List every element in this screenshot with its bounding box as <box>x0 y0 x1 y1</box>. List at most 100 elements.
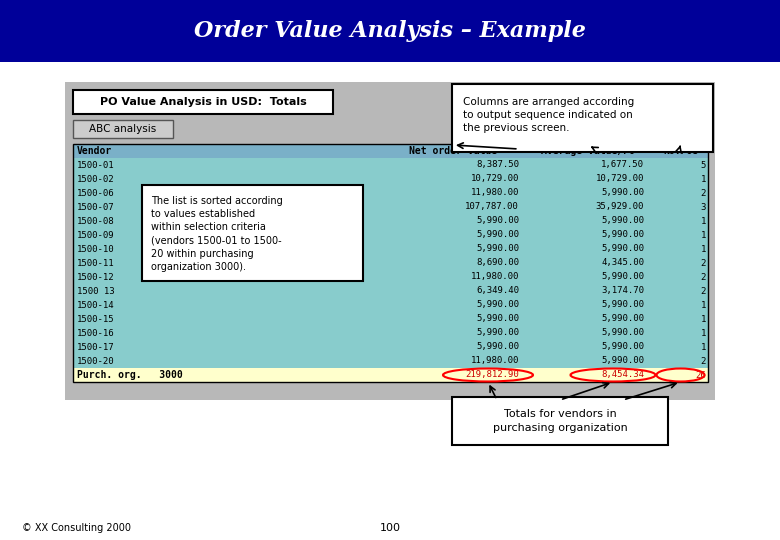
Bar <box>73 270 708 284</box>
Bar <box>73 256 708 270</box>
Text: 5,990.00: 5,990.00 <box>601 245 644 253</box>
Text: 1500-10: 1500-10 <box>77 245 115 253</box>
Text: 5,990.00: 5,990.00 <box>601 356 644 366</box>
Text: 8,387.50: 8,387.50 <box>476 160 519 170</box>
Text: 1: 1 <box>700 231 706 240</box>
Text: Purch. org.   3000: Purch. org. 3000 <box>77 370 183 380</box>
FancyBboxPatch shape <box>142 185 363 281</box>
Bar <box>73 242 708 256</box>
Text: 26: 26 <box>695 370 706 380</box>
Bar <box>73 172 708 186</box>
Bar <box>73 186 708 200</box>
Bar <box>73 298 708 312</box>
Text: Average value/PO: Average value/PO <box>541 146 635 156</box>
Text: © XX Consulting 2000: © XX Consulting 2000 <box>22 523 131 533</box>
Text: 6,349.40: 6,349.40 <box>476 287 519 295</box>
Text: 11,980.00: 11,980.00 <box>470 188 519 198</box>
Text: 5,990.00: 5,990.00 <box>476 231 519 240</box>
Text: 1500-11: 1500-11 <box>77 259 115 267</box>
Bar <box>65 82 715 400</box>
Text: 107,787.00: 107,787.00 <box>465 202 519 212</box>
Text: 1: 1 <box>700 300 706 309</box>
Text: 10,729.00: 10,729.00 <box>596 174 644 184</box>
Text: 11,980.00: 11,980.00 <box>470 356 519 366</box>
Text: 4,345.00: 4,345.00 <box>601 259 644 267</box>
Text: 1500-20: 1500-20 <box>77 356 115 366</box>
Text: 100: 100 <box>380 523 400 533</box>
Text: 5,990.00: 5,990.00 <box>601 328 644 338</box>
Text: 5,990.00: 5,990.00 <box>601 300 644 309</box>
Bar <box>73 284 708 298</box>
Bar <box>73 312 708 326</box>
Text: 10,729.00: 10,729.00 <box>470 174 519 184</box>
Text: 1500-06: 1500-06 <box>77 188 115 198</box>
Text: 5,990.00: 5,990.00 <box>476 314 519 323</box>
Text: 1500-14: 1500-14 <box>77 300 115 309</box>
Text: Net order value: Net order value <box>409 146 497 156</box>
Text: 1: 1 <box>700 328 706 338</box>
Text: 1500-09: 1500-09 <box>77 231 115 240</box>
Text: 5,990.00: 5,990.00 <box>601 217 644 226</box>
FancyBboxPatch shape <box>73 90 333 114</box>
FancyBboxPatch shape <box>73 120 173 138</box>
Text: 1: 1 <box>700 245 706 253</box>
Text: 1: 1 <box>700 174 706 184</box>
Text: 5,990.00: 5,990.00 <box>476 245 519 253</box>
Text: No.POs: No.POs <box>663 146 698 156</box>
Text: 1: 1 <box>700 314 706 323</box>
Text: 2: 2 <box>700 287 706 295</box>
Text: 1500-08: 1500-08 <box>77 217 115 226</box>
Text: The list is sorted according
to values established
within selection criteria
(ve: The list is sorted according to values e… <box>151 196 282 272</box>
Text: 8,690.00: 8,690.00 <box>476 259 519 267</box>
Bar <box>73 340 708 354</box>
Text: 5,990.00: 5,990.00 <box>601 188 644 198</box>
Text: PO Value Analysis in USD:  Totals: PO Value Analysis in USD: Totals <box>100 97 307 107</box>
Text: 3: 3 <box>700 202 706 212</box>
Text: 1500-12: 1500-12 <box>77 273 115 281</box>
Text: 1,677.50: 1,677.50 <box>601 160 644 170</box>
Bar <box>0 0 780 62</box>
Bar <box>73 144 708 382</box>
Text: 1500-16: 1500-16 <box>77 328 115 338</box>
Text: 8,454.34: 8,454.34 <box>601 370 644 380</box>
Text: ABC analysis: ABC analysis <box>90 124 157 134</box>
Bar <box>73 200 708 214</box>
Bar <box>73 228 708 242</box>
Text: 11,980.00: 11,980.00 <box>470 273 519 281</box>
Text: 2: 2 <box>700 188 706 198</box>
Text: 3,174.70: 3,174.70 <box>601 287 644 295</box>
Text: 5,990.00: 5,990.00 <box>601 314 644 323</box>
Text: 1: 1 <box>700 217 706 226</box>
Bar <box>73 158 708 172</box>
Text: 219,812.90: 219,812.90 <box>465 370 519 380</box>
Text: 5,990.00: 5,990.00 <box>601 342 644 352</box>
Text: 5,990.00: 5,990.00 <box>601 273 644 281</box>
Text: 1500-01: 1500-01 <box>77 160 115 170</box>
Text: 35,929.00: 35,929.00 <box>596 202 644 212</box>
Text: 1: 1 <box>700 342 706 352</box>
Text: 1500-17: 1500-17 <box>77 342 115 352</box>
FancyBboxPatch shape <box>452 397 668 445</box>
Text: 2: 2 <box>700 259 706 267</box>
Bar <box>73 368 708 382</box>
Text: 1500-15: 1500-15 <box>77 314 115 323</box>
Text: 2: 2 <box>700 356 706 366</box>
Bar <box>73 144 708 158</box>
Bar <box>73 354 708 368</box>
Text: 5,990.00: 5,990.00 <box>476 328 519 338</box>
Text: Order Value Analysis – Example: Order Value Analysis – Example <box>194 20 586 42</box>
Text: 5,990.00: 5,990.00 <box>476 217 519 226</box>
Text: Columns are arranged according
to output sequence indicated on
the previous scre: Columns are arranged according to output… <box>463 97 634 133</box>
Bar <box>73 214 708 228</box>
Text: Totals for vendors in
purchasing organization: Totals for vendors in purchasing organiz… <box>493 409 627 433</box>
Text: 1500 13: 1500 13 <box>77 287 115 295</box>
Text: 1500-02: 1500-02 <box>77 174 115 184</box>
Text: 5,990.00: 5,990.00 <box>601 231 644 240</box>
Text: 1500-07: 1500-07 <box>77 202 115 212</box>
Text: 5,990.00: 5,990.00 <box>476 300 519 309</box>
Text: Vendor: Vendor <box>77 146 112 156</box>
Text: 5,990.00: 5,990.00 <box>476 342 519 352</box>
Text: 5: 5 <box>700 160 706 170</box>
Text: 2: 2 <box>700 273 706 281</box>
Bar <box>73 326 708 340</box>
